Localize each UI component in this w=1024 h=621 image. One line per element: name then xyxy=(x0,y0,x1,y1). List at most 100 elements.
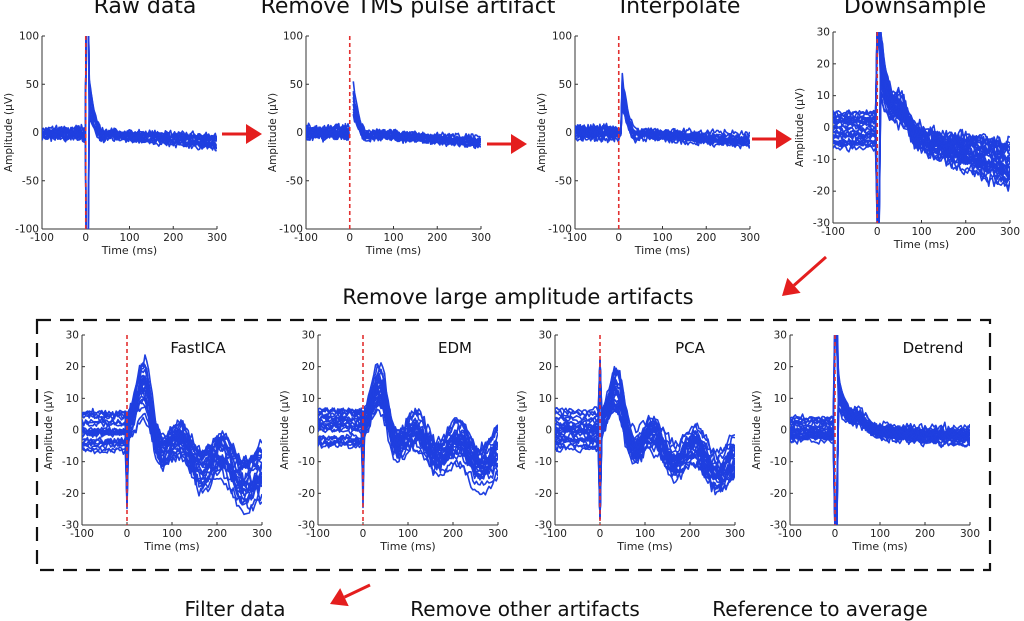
y-tick-label: -100 xyxy=(279,224,303,236)
eeg-trace xyxy=(833,32,1010,166)
y-tick-label: 50 xyxy=(290,79,303,91)
plot-removed: -100 -50 0 50 100 -100 0 100 200 300 Time (ms) Ampl… xyxy=(267,31,491,258)
y-axis-label: Amplitude (μV) xyxy=(43,390,55,469)
y-tick-label: -50 xyxy=(286,175,303,187)
y-tick-label: 10 xyxy=(539,393,552,405)
x-axis-label: Time (ms) xyxy=(101,244,157,257)
y-tick-label: -20 xyxy=(813,186,830,198)
x-tick-label: 100 xyxy=(870,528,890,540)
traces xyxy=(318,362,498,509)
y-tick-label: 100 xyxy=(552,31,572,43)
y-tick-label: 50 xyxy=(559,79,572,91)
y-tick-label: -20 xyxy=(298,488,315,500)
x-tick-label: 100 xyxy=(652,232,672,244)
eeg-trace xyxy=(790,383,970,525)
y-tick-label: 100 xyxy=(19,31,39,43)
y-tick-label: 0 xyxy=(308,425,315,437)
arrow-shaft xyxy=(343,583,371,599)
y-tick-label: -10 xyxy=(298,456,315,468)
eeg-trace xyxy=(790,383,970,525)
eeg-trace xyxy=(318,393,498,481)
y-tick-label: 0 xyxy=(32,127,39,139)
y-tick-label: 30 xyxy=(774,330,787,342)
eeg-trace xyxy=(318,408,498,496)
y-tick-label: 0 xyxy=(296,127,303,139)
x-tick-label: 300 xyxy=(1000,226,1020,238)
x-tick-label: 100 xyxy=(383,232,403,244)
x-tick-label: 200 xyxy=(696,232,716,244)
x-tick-label: 300 xyxy=(207,232,227,244)
method-title: Detrend xyxy=(903,339,964,357)
eeg-trace xyxy=(833,32,1010,188)
eeg-trace xyxy=(790,335,970,434)
y-tick-label: 10 xyxy=(774,393,787,405)
y-tick-label: 30 xyxy=(66,330,79,342)
eeg-trace xyxy=(790,397,970,508)
eeg-trace xyxy=(42,36,217,143)
method-title: EDM xyxy=(438,339,472,357)
plot-interp: -100 -50 0 50 100 -100 0 100 200 300 Time (ms) Ampl… xyxy=(536,31,760,258)
y-tick-label: 10 xyxy=(66,393,79,405)
x-axis-label: Time (ms) xyxy=(634,244,690,257)
eeg-trace xyxy=(42,36,217,140)
eeg-trace xyxy=(42,36,217,148)
y-axis-label: Amplitude (μV) xyxy=(751,390,763,469)
eeg-trace xyxy=(790,335,970,441)
eeg-trace xyxy=(555,402,735,520)
x-tick-label: 200 xyxy=(163,232,183,244)
step-title-remove-pulse: Remove TMS pulse artifact xyxy=(260,0,556,19)
y-tick-label: -30 xyxy=(62,520,79,532)
eeg-trace xyxy=(555,359,735,476)
x-tick-label: 0 xyxy=(360,528,367,540)
eeg-trace xyxy=(833,32,1010,223)
x-tick-label: 300 xyxy=(252,528,272,540)
y-tick-label: 0 xyxy=(780,425,787,437)
eeg-trace xyxy=(555,359,735,490)
x-tick-label: 100 xyxy=(398,528,418,540)
eeg-trace xyxy=(318,377,498,476)
step-title-downsample: Downsample xyxy=(843,0,987,19)
arrow-head xyxy=(511,134,527,154)
y-tick-label: 30 xyxy=(817,27,830,39)
eeg-trace xyxy=(790,335,970,438)
eeg-trace xyxy=(555,382,735,520)
eeg-trace xyxy=(555,359,735,455)
eeg-trace xyxy=(575,86,750,148)
traces xyxy=(555,359,735,520)
x-tick-label: 200 xyxy=(915,528,935,540)
x-tick-label: 200 xyxy=(443,528,463,540)
x-tick-label: 0 xyxy=(597,528,604,540)
flow-arrow-1 xyxy=(222,124,262,144)
x-tick-label: 300 xyxy=(488,528,508,540)
x-tick-label: 300 xyxy=(471,232,491,244)
eeg-trace xyxy=(42,36,217,142)
x-tick-label: 0 xyxy=(832,528,839,540)
eeg-trace xyxy=(790,378,970,525)
y-tick-label: 0 xyxy=(823,122,830,134)
x-axis-label: Time (ms) xyxy=(616,540,672,553)
y-axis-label: Amplitude (μV) xyxy=(516,390,528,469)
eeg-trace xyxy=(318,381,498,458)
method-title: FastICA xyxy=(170,339,226,357)
x-axis-label: Time (ms) xyxy=(143,540,199,553)
x-tick-label: 100 xyxy=(635,528,655,540)
eeg-trace xyxy=(42,36,217,147)
y-tick-label: -10 xyxy=(62,456,79,468)
x-tick-label: -100 xyxy=(30,232,54,244)
y-tick-label: 30 xyxy=(539,330,552,342)
eeg-trace xyxy=(82,397,262,507)
flow-arrow-4 xyxy=(782,255,827,296)
arrow-head xyxy=(782,277,801,296)
x-tick-label: -100 xyxy=(821,226,845,238)
method-title: PCA xyxy=(675,339,706,357)
eeg-trace xyxy=(833,32,1010,152)
traces xyxy=(42,36,217,229)
plot-raw: -100 -50 0 50 100 -100 0 100 200 300 Time (ms) Ampl… xyxy=(3,31,227,258)
x-tick-label: 100 xyxy=(911,226,931,238)
eeg-trace xyxy=(790,382,970,525)
eeg-trace xyxy=(318,364,498,465)
x-axis-label: Time (ms) xyxy=(365,244,421,257)
